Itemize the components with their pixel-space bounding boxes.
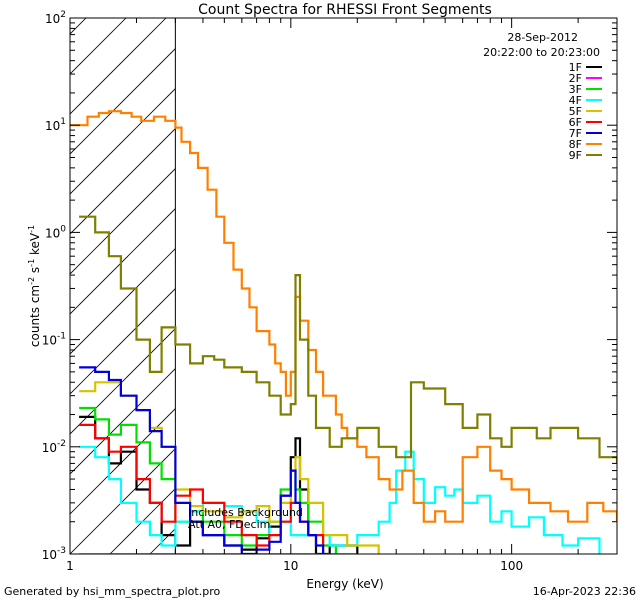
time-range-label: 20:22:00 to 20:23:00 [483, 46, 600, 59]
y-tick-label: 10-2 [42, 439, 66, 455]
annotation-attenuator: Att A0, FDecim [188, 518, 270, 531]
x-axis-label: Energy (keV) [306, 577, 383, 591]
chart-title: Count Spectra for RHESSI Front Segments [198, 2, 492, 18]
legend-label-3f: 3F [569, 83, 582, 96]
x-tick-label: 10 [283, 559, 298, 573]
x-tick-label: 1 [66, 559, 74, 573]
legend-label-8f: 8F [569, 138, 582, 151]
legend-label-9f: 9F [569, 149, 582, 162]
series-6f [79, 423, 325, 554]
low-energy-hatched-region [70, 18, 176, 554]
date-label: 28-Sep-2012 [507, 31, 578, 44]
y-axis-label: counts cm-2 s-1 keV-1 [27, 225, 42, 347]
legend-label-1f: 1F [569, 61, 582, 74]
legend-label-7f: 7F [569, 127, 582, 140]
series-9f [79, 215, 617, 464]
legend-label-6f: 6F [569, 116, 582, 129]
legend-label-4f: 4F [569, 94, 582, 107]
series-8f [70, 110, 617, 523]
plot-frame [69, 17, 618, 555]
legend-label-2f: 2F [569, 72, 582, 85]
y-tick-label: 10-1 [42, 332, 66, 348]
x-tick-label: 100 [500, 559, 523, 573]
y-tick-label: 100 [45, 224, 66, 240]
y-tick-label: 102 [45, 10, 66, 26]
hatch-lines [70, 18, 176, 554]
series-layer [70, 110, 617, 554]
legend-label-5f: 5F [569, 105, 582, 118]
series-7f [79, 366, 325, 554]
footer-timestamp: 16-Apr-2023 22:36 [533, 585, 636, 598]
series-3f [79, 406, 337, 554]
axis-ticks: 1 10 100 10-3 10-2 10-1 100 101 102 [42, 10, 618, 573]
series-4f [79, 445, 601, 554]
y-tick-label: 101 [45, 117, 66, 133]
y-tick-label: 10-3 [42, 546, 66, 562]
annotation-background: Includes Background [188, 506, 303, 519]
footer-generated-by: Generated by hsi_mm_spectra_plot.pro [4, 585, 220, 598]
